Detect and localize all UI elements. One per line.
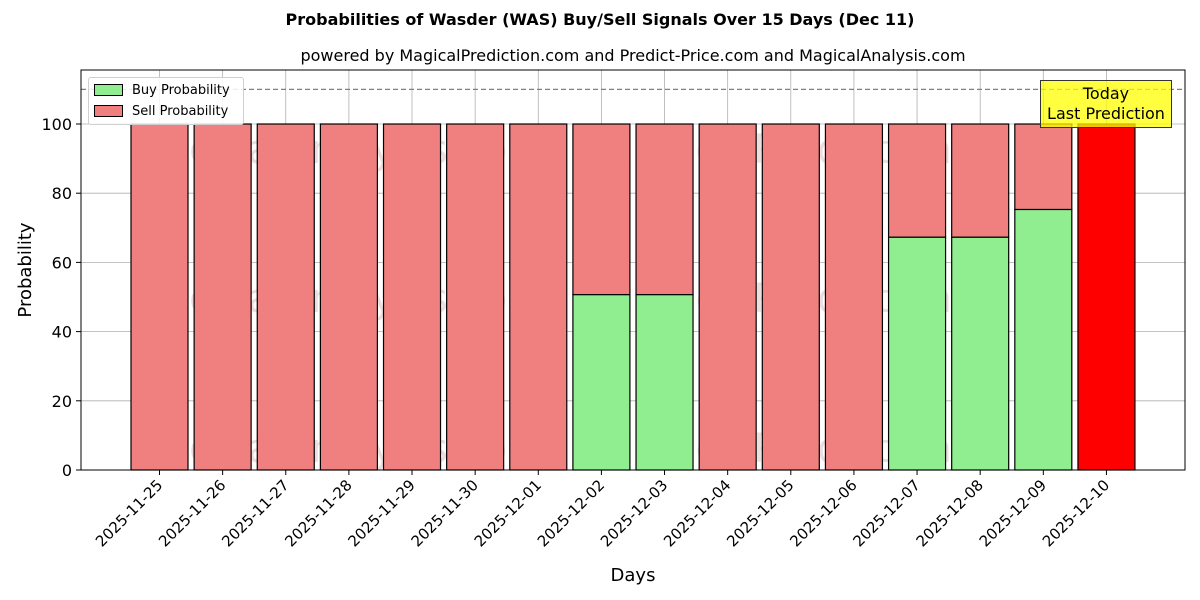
bar-2025-12-03 — [635, 123, 694, 471]
legend-item-buy: Buy Probability — [94, 82, 230, 98]
sell-segment — [951, 123, 1010, 238]
svg-text:20: 20 — [52, 392, 72, 411]
svg-text:2025-11-25: 2025-11-25 — [92, 476, 166, 550]
svg-text:2025-12-07: 2025-12-07 — [850, 476, 924, 550]
bar-2025-11-25 — [130, 123, 189, 471]
y-axis: 0 20 40 60 80 100 Probability — [15, 115, 81, 480]
buy-segment — [1014, 208, 1073, 471]
svg-text:2025-12-10: 2025-12-10 — [1039, 476, 1113, 550]
today-label: Today — [1082, 84, 1130, 103]
bar-2025-12-10 — [1077, 123, 1136, 471]
sell-segment — [256, 123, 315, 471]
today-annotation: Today Last Prediction — [1040, 80, 1172, 128]
plot-frame — [80, 69, 1186, 471]
sell-segment — [698, 123, 757, 471]
bar-2025-11-27 — [256, 123, 315, 471]
svg-text:2025-12-05: 2025-12-05 — [723, 476, 797, 550]
sell-segment — [130, 123, 189, 471]
bar-2025-12-04 — [698, 123, 757, 471]
svg-text:2025-12-06: 2025-12-06 — [786, 476, 860, 550]
svg-text:2025-11-29: 2025-11-29 — [344, 476, 418, 550]
bar-2025-11-28 — [319, 123, 378, 471]
bar-2025-12-01 — [509, 123, 568, 471]
sell-segment — [761, 123, 820, 471]
svg-text:2025-12-08: 2025-12-08 — [913, 476, 987, 550]
sell-segment — [1014, 123, 1073, 211]
sell-segment — [1077, 123, 1136, 471]
sell-segment — [887, 123, 947, 238]
svg-text:2025-12-04: 2025-12-04 — [660, 476, 734, 550]
svg-text:2025-11-28: 2025-11-28 — [281, 476, 355, 550]
svg-text:2025-12-01: 2025-12-01 — [471, 476, 545, 550]
sell-swatch-icon — [94, 105, 123, 117]
sell-segment — [509, 123, 568, 471]
legend-item-sell: Sell Probability — [94, 103, 228, 119]
svg-text:2025-12-03: 2025-12-03 — [597, 476, 671, 550]
buy-segment — [887, 236, 947, 471]
sell-segment — [635, 123, 694, 296]
bar-2025-11-26 — [193, 123, 252, 471]
buy-swatch-icon — [94, 84, 123, 96]
svg-text:60: 60 — [52, 253, 72, 272]
svg-text:2025-12-09: 2025-12-09 — [976, 476, 1050, 550]
sell-segment — [382, 123, 442, 471]
bar-2025-12-02 — [572, 123, 631, 471]
buy-segment — [635, 293, 694, 471]
sell-segment — [572, 123, 631, 296]
bar-2025-12-08 — [951, 123, 1010, 471]
chart-title: Probabilities of Wasder (WAS) Buy/Sell S… — [285, 10, 915, 29]
bar-2025-12-07 — [887, 123, 947, 471]
sell-segment — [446, 123, 505, 471]
legend: Buy Probability Sell Probability — [88, 77, 244, 125]
sell-segment — [824, 123, 884, 471]
x-axis: 2025-11-252025-11-262025-11-272025-11-28… — [92, 470, 1113, 586]
bar-2025-11-29 — [382, 123, 442, 471]
bar-2025-12-05 — [761, 123, 820, 471]
chart-subtitle: powered by MagicalPrediction.com and Pre… — [300, 46, 966, 65]
svg-text:2025-11-30: 2025-11-30 — [408, 476, 482, 550]
bar-2025-11-30 — [446, 123, 505, 471]
last-prediction-label: Last Prediction — [1047, 104, 1165, 123]
bar-2025-12-09 — [1014, 123, 1073, 471]
legend-buy-label: Buy Probability — [132, 82, 230, 98]
svg-text:0: 0 — [62, 461, 72, 480]
legend-sell-label: Sell Probability — [132, 103, 229, 119]
sell-segment — [193, 123, 252, 471]
svg-text:2025-11-26: 2025-11-26 — [155, 476, 229, 550]
buy-segment — [951, 236, 1010, 471]
svg-text:40: 40 — [52, 323, 72, 342]
y-axis-label: Probability — [15, 222, 36, 317]
bars — [130, 123, 1136, 471]
svg-text:80: 80 — [52, 184, 72, 203]
bar-2025-12-06 — [824, 123, 884, 471]
sell-segment — [319, 123, 378, 471]
svg-text:100: 100 — [41, 115, 72, 134]
buy-segment — [572, 293, 631, 471]
svg-text:2025-11-27: 2025-11-27 — [218, 476, 292, 550]
x-axis-label: Days — [611, 565, 656, 586]
svg-text:2025-12-02: 2025-12-02 — [534, 476, 608, 550]
